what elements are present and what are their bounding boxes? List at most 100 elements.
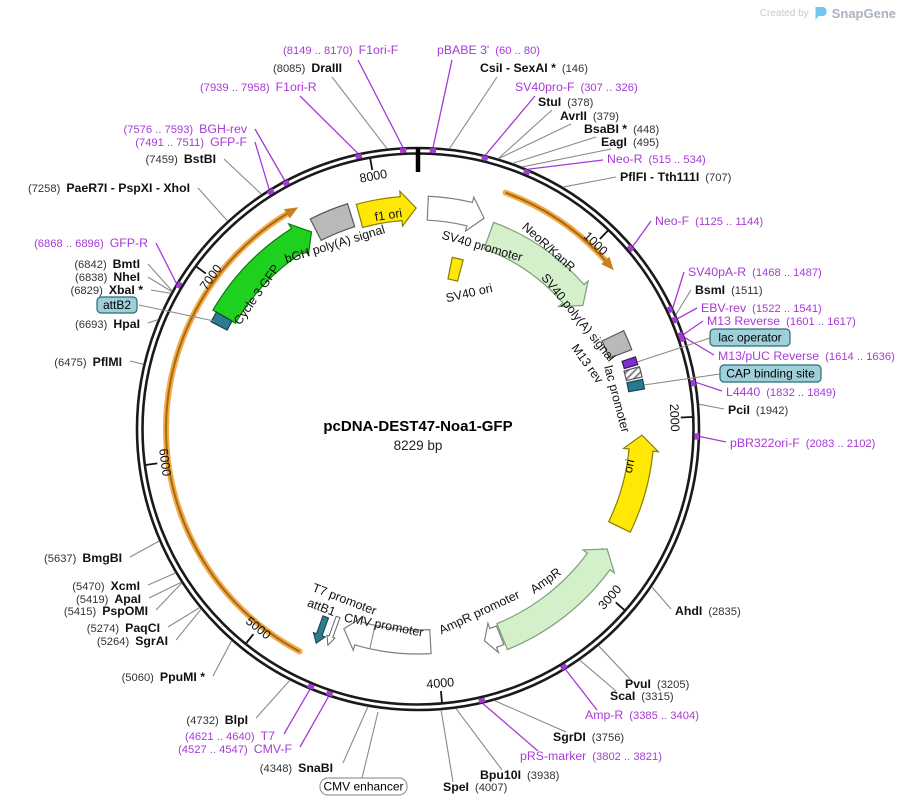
callout-line-enzyme (497, 109, 553, 160)
callout-position: (6868 .. 6896) (34, 238, 104, 250)
callout-line-primer (564, 668, 598, 711)
callout-line-primer (299, 95, 359, 154)
primer-site-l4440 (690, 379, 696, 387)
callout-label: pBABE 3' (60 .. 80) (437, 43, 540, 57)
features-layer (210, 189, 661, 655)
callout-label: ScaI (3315) (610, 689, 674, 703)
callout-position: (146) (562, 63, 588, 75)
callout-position: (6829) (70, 285, 103, 297)
callout-label: CsiI - SexAI * (146) (480, 61, 588, 75)
callout-name: PflMI (93, 355, 122, 369)
callout-line-enzyme (598, 645, 631, 680)
feature-cap-binding-site (626, 378, 646, 393)
callout-position: (8085) (273, 63, 306, 75)
callout-line-enzyme (342, 706, 369, 764)
callout-line-enzyme (331, 76, 388, 150)
badge-cmv-enhancer (319, 777, 408, 796)
primer-site-f1ori-r (355, 153, 363, 160)
scale-tick (245, 633, 255, 645)
callout-label: SV40pA-R (1468 .. 1487) (688, 265, 822, 279)
callout-position: (448) (633, 124, 659, 136)
callout-position: (3315) (641, 691, 674, 703)
callout-label: M13 Reverse (1601 .. 1617) (707, 314, 856, 328)
scale-tick-label: 4000 (426, 675, 455, 691)
callout-position: (3205) (657, 679, 690, 691)
callout-label: (5470) XcmI (72, 579, 140, 593)
callout-label: (5060) PpuMI * (122, 670, 206, 684)
primer-ticks-layer (175, 147, 700, 704)
callout-line-enzyme (698, 403, 725, 410)
callout-line-enzyme (223, 158, 262, 195)
callout-label: (4527 .. 4547) CMV-F (178, 742, 292, 756)
feature-cycle-3-gfp (212, 222, 313, 324)
callout-name: SV40pA-R (688, 265, 746, 279)
callout-position: (5264) (97, 636, 130, 648)
callout-label: Bpu10I (3938) (480, 768, 560, 782)
callout-label: PciI (1942) (728, 403, 788, 417)
plasmid-name: pcDNA-DEST47-Noa1-GFP (323, 418, 512, 435)
primer-site-bgh-rev (282, 179, 291, 187)
primer-site-ebv-rev (671, 316, 679, 324)
scale-tick (615, 601, 626, 611)
callout-name: pRS-marker (520, 749, 586, 763)
feature-attb2 (210, 311, 233, 331)
callout-position: (6475) (54, 357, 87, 369)
callout-line-enzyme (167, 607, 200, 628)
callout-name: XcmI (111, 579, 140, 593)
callout-name: GFP-R (110, 236, 148, 250)
callout-name: BmtI (113, 257, 140, 271)
feature-ampr (496, 548, 616, 651)
callout-position: (1614 .. 1636) (825, 351, 895, 363)
primer-site-amp-r (559, 663, 568, 671)
scale-tick-label: 5000 (243, 614, 273, 642)
badge-line (643, 373, 721, 386)
created-by-text: Created by (759, 8, 809, 19)
callout-position: (7258) (28, 183, 61, 195)
callout-line-enzyme (579, 659, 617, 692)
callout-position: (5060) (122, 672, 155, 684)
callout-label: EagI (495) (601, 135, 659, 149)
callout-label: AvrII (379) (560, 109, 619, 123)
callout-label: (5415) PspOMI (64, 604, 148, 618)
callout-label: (6838) NheI (75, 270, 140, 284)
callout-line-primer (482, 702, 539, 752)
callout-line-enzyme (197, 187, 228, 222)
callout-line-primer (484, 95, 536, 156)
callout-position: (2083 .. 2102) (806, 438, 876, 450)
badge-line (636, 337, 711, 363)
callout-label: (5274) PaqCI (87, 621, 160, 635)
feature-label-ori: ori (621, 458, 638, 474)
snapgene-logo-icon (815, 7, 827, 20)
callout-position: (4527 .. 4547) (178, 744, 248, 756)
callout-name: Amp-R (585, 708, 623, 722)
callout-line-enzyme (651, 586, 672, 610)
callout-name: StuI (538, 95, 561, 109)
callout-label: (4732) BlpI (186, 713, 248, 727)
callout-position: (4621 .. 4640) (185, 731, 255, 743)
callout-position: (515 .. 534) (649, 154, 706, 166)
callout-line-enzyme (255, 679, 291, 719)
snapgene-watermark: Created by SnapGene (760, 6, 896, 21)
badge-attb2 (96, 296, 138, 314)
callout-position: (1832 .. 1849) (766, 387, 836, 399)
callout-label: Amp-R (3385 .. 3404) (585, 708, 699, 722)
primer-site-prs-marker (478, 697, 486, 704)
callout-position: (1511) (731, 285, 763, 297)
scale-tick-label: 7000 (197, 262, 225, 293)
callout-position: (5470) (72, 581, 105, 593)
callout-label: PvuI (3205) (625, 677, 690, 691)
callout-position: (307 .. 326) (580, 82, 637, 94)
callout-name: F1ori-F (359, 43, 399, 57)
callout-position: (1942) (756, 405, 789, 417)
scale-tick (599, 229, 609, 240)
primer-site-m13-puc-reverse (678, 334, 686, 343)
callout-label: (5264) SgrAI (97, 634, 168, 648)
snapgene-brand: SnapGene (831, 6, 896, 21)
callout-name: BsmI (695, 283, 725, 297)
badge-lac-operator (709, 328, 791, 347)
callout-position: (60 .. 80) (495, 45, 540, 57)
callout-line-primer (672, 271, 685, 309)
callout-name: BGH-rev (199, 122, 248, 136)
callout-name: pBABE 3' (437, 43, 489, 57)
callout-name: SV40pro-F (515, 80, 575, 94)
